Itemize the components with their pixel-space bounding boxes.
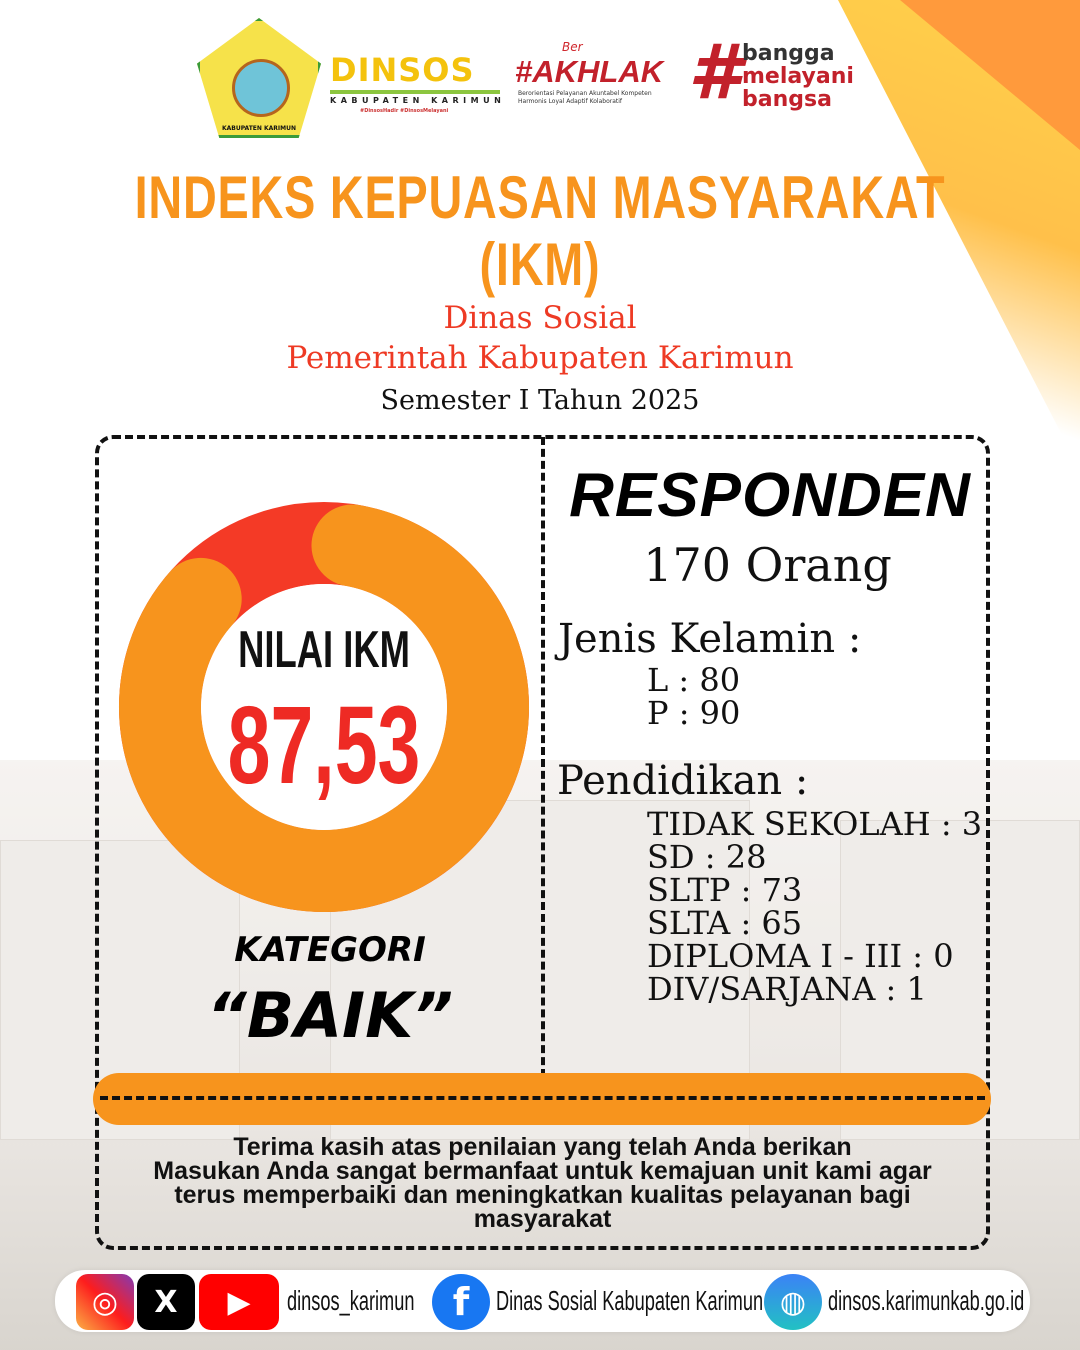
thank-you-message: Terima kasih atas penilaian yang telah A…	[153, 1133, 932, 1233]
gender-label: Jenis Kelamin :	[558, 616, 862, 662]
dinsos-subtitle: KABUPATEN KARIMUN	[330, 96, 506, 105]
category-label: KATEGORI	[234, 930, 426, 970]
respondents-title: RESPONDEN	[569, 461, 971, 530]
category-value: “BAIK”	[206, 979, 454, 1052]
bangga-melayani-bangsa: bangga melayani bangsa	[742, 41, 854, 112]
globe-icon[interactable]: ◍	[764, 1274, 822, 1330]
regency-logo: KABUPATEN KARIMUN	[197, 18, 321, 138]
period: Semester I Tahun 2025	[380, 385, 700, 416]
agency-name: Dinas Sosial	[443, 300, 637, 336]
dinsos-underline	[330, 90, 500, 94]
government-name: Pemerintah Kabupaten Karimun	[286, 340, 794, 376]
education-item: DIV/SARJANA : 1	[647, 970, 927, 1008]
akhlak-ber: Ber	[562, 40, 583, 54]
akhlak-logo: #AKHLAK	[515, 54, 664, 89]
donut-value-segment	[119, 502, 529, 912]
education-item: DIPLOMA I - III : 0	[647, 937, 954, 975]
education-list: TIDAK SEKOLAH : 3 SD : 28 SLTP : 73 SLTA…	[647, 808, 982, 1006]
ikm-label: NILAI IKM	[238, 621, 410, 679]
page-title-abbrev: (IKM)	[479, 231, 601, 298]
education-item: SD : 28	[647, 838, 767, 876]
akhlak-sub1: Berorientasi Pelayanan Akuntabel Kompete…	[518, 90, 652, 97]
facebook-icon[interactable]: f	[432, 1274, 490, 1330]
ikm-donut-chart	[119, 502, 529, 912]
akhlak-sub2: Harmonis Loyal Adaptif Kolaboratif	[518, 98, 623, 105]
x-twitter-icon[interactable]: X	[137, 1274, 195, 1330]
education-item: SLTA : 65	[647, 904, 803, 942]
bangga-hash-icon: #	[688, 27, 741, 116]
separator-dash	[100, 1096, 985, 1100]
facebook-page[interactable]: Dinas Sosial Kabupaten Karimun	[496, 1285, 764, 1316]
youtube-icon[interactable]: ▶	[199, 1274, 279, 1330]
respondents-total: 170 Orang	[643, 538, 892, 592]
column-divider	[541, 437, 545, 1077]
decor-orange-corner	[900, 0, 1080, 150]
social-handle[interactable]: dinsos_karimun	[287, 1285, 415, 1316]
gender-female: P : 90	[647, 694, 741, 732]
dinsos-tags: #DinsosHadir #DinsosMelayani	[360, 108, 449, 114]
education-item: SLTP : 73	[647, 871, 803, 909]
donut-center	[201, 584, 447, 830]
instagram-icon[interactable]: ◎	[76, 1274, 134, 1330]
education-label: Pendidikan :	[557, 758, 809, 804]
education-item: TIDAK SEKOLAH : 3	[647, 805, 983, 843]
ikm-value: 87,53	[227, 684, 421, 807]
page-title: INDEKS KEPUASAN MASYARAKAT	[134, 164, 946, 231]
dinsos-logo: DINSOS	[330, 51, 475, 89]
gender-list: L : 80 P : 90	[647, 664, 740, 730]
gender-male: L : 80	[647, 661, 741, 699]
website-link[interactable]: dinsos.karimunkab.go.id	[828, 1285, 1025, 1316]
